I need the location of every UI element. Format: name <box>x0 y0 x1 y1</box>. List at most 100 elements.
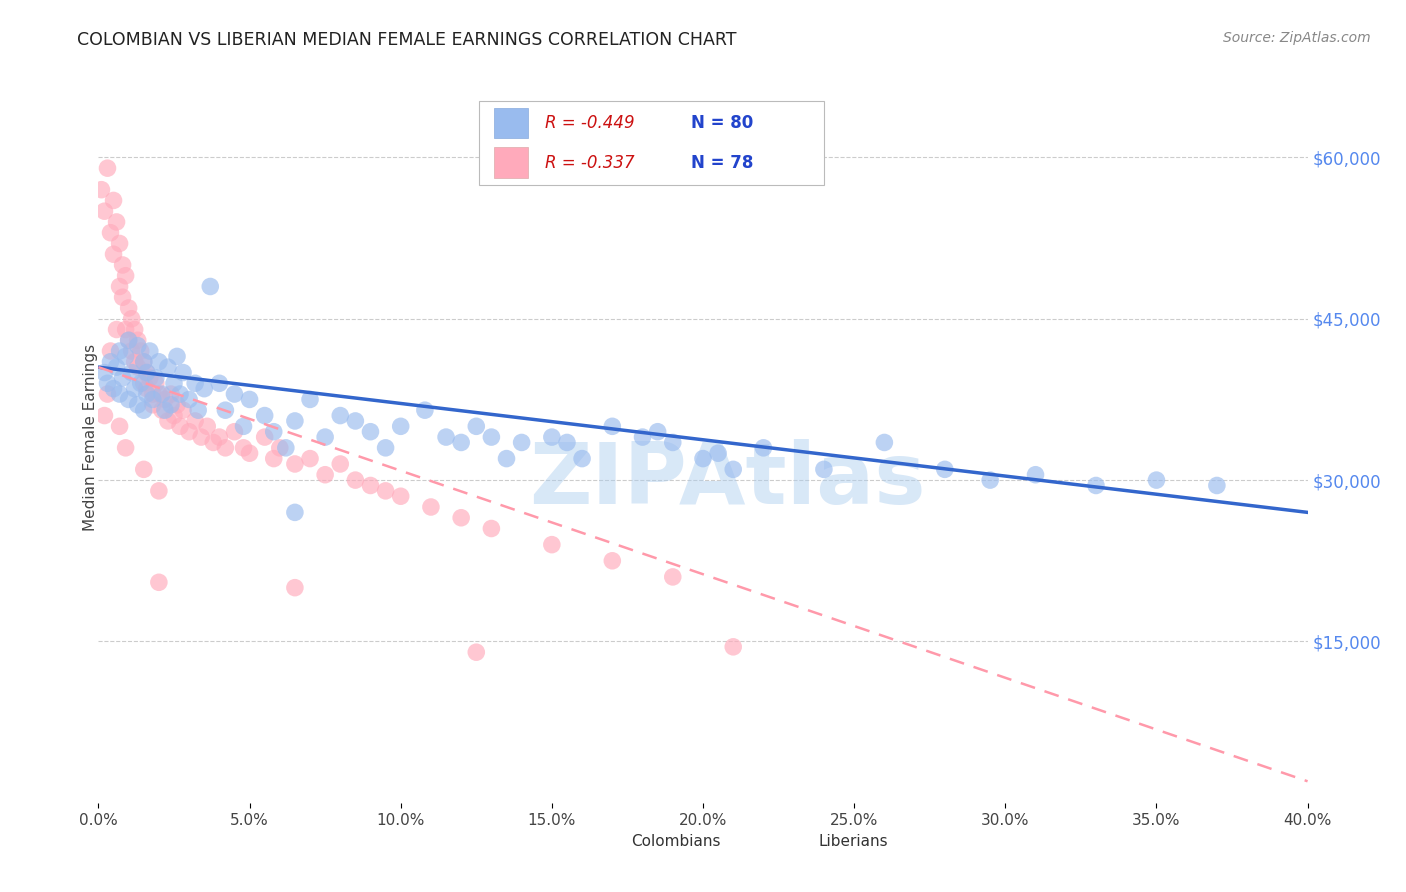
Point <box>329 409 352 423</box>
Point <box>465 645 488 659</box>
Point <box>540 538 562 552</box>
Point <box>93 366 115 380</box>
Point <box>314 467 336 482</box>
Point <box>661 570 683 584</box>
Point <box>124 382 146 396</box>
Point <box>127 338 149 352</box>
Point <box>108 344 131 359</box>
Point <box>284 457 307 471</box>
Point <box>284 414 307 428</box>
Point <box>100 355 122 369</box>
Point <box>344 414 367 428</box>
Point <box>172 366 194 380</box>
Point <box>184 376 207 391</box>
Point <box>96 376 118 391</box>
Point <box>96 387 118 401</box>
Point <box>114 350 136 364</box>
Point <box>108 279 131 293</box>
Point <box>127 360 149 375</box>
Point <box>142 398 165 412</box>
Point <box>118 301 141 315</box>
Point <box>647 425 669 439</box>
Point <box>723 462 745 476</box>
Point <box>124 355 146 369</box>
Point <box>148 355 170 369</box>
Point <box>118 392 141 407</box>
Point <box>121 344 143 359</box>
Point <box>118 333 141 347</box>
Point <box>121 311 143 326</box>
Point <box>344 473 367 487</box>
Point <box>723 640 745 654</box>
Point <box>253 430 276 444</box>
Text: Source: ZipAtlas.com: Source: ZipAtlas.com <box>1223 31 1371 45</box>
Point <box>145 371 167 385</box>
Point <box>374 441 396 455</box>
Point <box>571 451 593 466</box>
Point <box>163 409 186 423</box>
Point <box>389 419 412 434</box>
Point <box>813 462 835 476</box>
Point <box>752 441 775 455</box>
Point <box>150 403 173 417</box>
Point <box>100 226 122 240</box>
Point <box>1085 478 1108 492</box>
Point <box>214 441 236 455</box>
Point <box>631 430 654 444</box>
Point <box>111 258 134 272</box>
Point <box>232 441 254 455</box>
Point <box>450 435 472 450</box>
FancyBboxPatch shape <box>782 829 814 854</box>
Point <box>148 575 170 590</box>
Point <box>232 419 254 434</box>
Point <box>105 215 128 229</box>
Point <box>108 387 131 401</box>
Point <box>434 430 457 444</box>
Point <box>169 387 191 401</box>
Point <box>450 510 472 524</box>
Point <box>114 268 136 283</box>
Point <box>200 279 222 293</box>
Point <box>103 247 125 261</box>
Point <box>172 403 194 417</box>
Point <box>90 183 112 197</box>
Point <box>156 414 179 428</box>
Point <box>114 441 136 455</box>
Point <box>602 419 624 434</box>
Point <box>269 441 291 455</box>
Point <box>129 344 152 359</box>
Point <box>389 489 412 503</box>
Point <box>132 403 155 417</box>
Point <box>153 392 176 407</box>
Point <box>274 441 297 455</box>
Point <box>127 398 149 412</box>
Point <box>118 333 141 347</box>
Point <box>239 392 262 407</box>
Point <box>145 376 167 391</box>
Point <box>103 382 125 396</box>
Point <box>100 344 122 359</box>
Text: R = -0.337: R = -0.337 <box>544 153 634 171</box>
Point <box>135 366 157 380</box>
Text: Liberians: Liberians <box>818 834 889 848</box>
Point <box>495 451 517 466</box>
Point <box>284 581 307 595</box>
Point <box>135 387 157 401</box>
Point <box>93 409 115 423</box>
Point <box>184 414 207 428</box>
Point <box>105 322 128 336</box>
Point <box>263 451 285 466</box>
Point <box>224 387 246 401</box>
Point <box>96 161 118 176</box>
Point <box>124 322 146 336</box>
Point <box>1024 467 1046 482</box>
Point <box>135 382 157 396</box>
Point <box>873 435 896 450</box>
Point <box>139 371 162 385</box>
Point <box>150 387 173 401</box>
Point <box>139 344 162 359</box>
Point <box>153 403 176 417</box>
Point <box>132 355 155 369</box>
FancyBboxPatch shape <box>494 108 527 138</box>
Point <box>132 355 155 369</box>
